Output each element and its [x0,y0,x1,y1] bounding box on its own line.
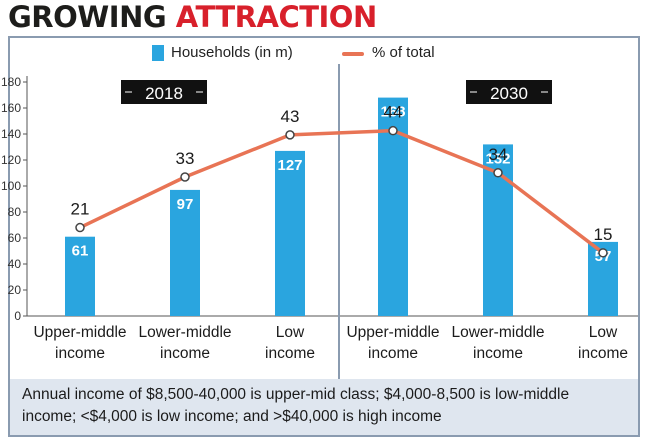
y-tick-label: 120 [1,153,21,167]
y-tick-label: 140 [1,127,21,141]
percent-point [75,222,85,233]
percent-value-label: 34 [489,145,508,164]
x-tick-label: Low [276,324,305,341]
x-tick-label: income [473,345,523,362]
percent-series-line [79,128,605,255]
year-tag-label: 2030 [490,84,528,103]
bar-value-label: 127 [277,157,302,174]
x-tick-label: income [265,345,315,362]
x-tick-label: income [368,345,418,362]
x-tick-label: income [55,345,105,362]
year-tag-label: 2018 [145,84,183,103]
legend-bar-swatch [152,45,164,61]
year-tag-bg [466,80,552,104]
percent-value-label: 33 [176,149,195,168]
chart-title-part1: GROWING [8,0,167,34]
percent-point [285,130,295,140]
y-tick-label: 40 [8,257,22,271]
chart-title: GROWING ATTRACTION [8,0,377,34]
y-tick-label: 180 [1,75,21,89]
percent-point [598,248,608,258]
legend-line-swatch [342,52,364,56]
percent-value-label: 15 [594,225,613,244]
x-tick-label: Lower-middle [138,324,231,341]
year-tag-bg [121,80,207,104]
bar-value-label: 168 [380,104,405,121]
x-tick-label: income [160,345,210,362]
footnote: Annual income of $8,500-40,000 is upper-… [10,379,638,435]
bar [275,150,305,316]
y-tick-label: 80 [8,205,22,219]
x-tick-label: Lower-middle [451,324,544,341]
y-tick-label: 60 [8,231,22,245]
y-tick-label: 160 [1,101,21,115]
bar-value-label: 132 [485,150,510,167]
bar-value-label: 97 [177,196,194,213]
y-tick-label: 100 [1,179,21,193]
x-tick-label: Upper-middle [33,324,126,341]
x-tick-label: Upper-middle [346,324,439,341]
percent-value-label: 21 [71,200,90,219]
chart-title-part2: ATTRACTION [175,0,377,34]
percent-point [388,125,398,136]
legend-bars-label: Households (in m) [171,44,293,61]
percent-value-label: 43 [281,107,300,126]
x-tick-label: income [578,345,628,362]
bar [170,189,200,316]
y-tick-label: 0 [14,309,21,323]
bar [65,236,95,316]
x-tick-label: Low [589,324,618,341]
legend-line-label: % of total [372,44,435,61]
percent-value-label: 44 [384,103,403,122]
percent-point [180,172,190,182]
y-tick-label: 20 [8,283,22,297]
bar-value-label: 61 [72,243,89,260]
percent-point [493,168,503,178]
